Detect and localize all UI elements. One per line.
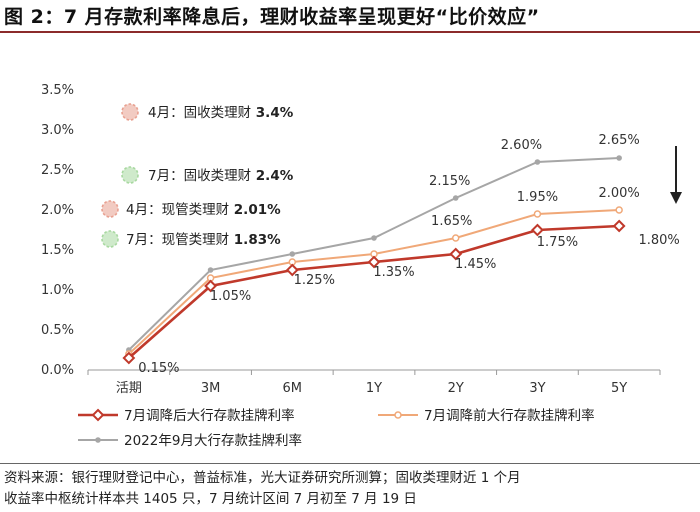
x-tick-label: 活期 xyxy=(116,381,142,396)
data-label: 2.00% xyxy=(598,186,639,201)
x-tick-label: 6M xyxy=(283,381,303,396)
series-point xyxy=(207,267,214,273)
annotation-category: 现管类理财 xyxy=(162,232,230,248)
series-point xyxy=(452,195,459,201)
annotation-value: 2.4% xyxy=(251,168,294,184)
series-point xyxy=(371,235,377,241)
y-tick-label: 2.0% xyxy=(41,203,74,218)
annotation-value: 3.4% xyxy=(251,105,294,121)
series-point xyxy=(533,210,542,218)
source-line-2: 收益率中枢统计样本共 1405 只，7 月统计区间 7 月初至 7 月 19 日 xyxy=(4,491,417,507)
annotation-month: 4月： xyxy=(126,202,162,218)
series-point xyxy=(451,234,460,242)
series-point xyxy=(204,279,217,293)
annotation-category: 固收类理财 xyxy=(184,105,252,121)
annotation-value: 1.83% xyxy=(229,232,281,248)
annotation-marker xyxy=(121,103,139,121)
y-tick-label: 2.5% xyxy=(41,163,74,178)
data-label: 1.45% xyxy=(455,257,496,272)
series-point xyxy=(122,351,136,365)
y-tick-label: 3.5% xyxy=(41,83,74,98)
annotation-label: 4月：现管类理财 2.01% xyxy=(126,202,281,218)
data-label: 1.05% xyxy=(210,289,251,304)
series-point xyxy=(615,206,623,214)
decline-arrow-head xyxy=(670,192,682,204)
x-tick-label: 5Y xyxy=(611,381,627,396)
data-label: 1.80% xyxy=(638,233,679,248)
annotation-label: 7月：现管类理财 1.83% xyxy=(126,232,281,248)
legend-swatch-marker xyxy=(91,408,105,422)
source-note: 资料来源：银行理财登记中心，普益标准，光大证券研究所测算；固收类理财近 1 个月… xyxy=(4,468,696,510)
rate-chart: 0.0% 0.5% 1.0% 1.5% 2.0% 2.5% 3.0% 3.5% 活期 3M 6M 1Y… xyxy=(41,83,682,449)
series-point xyxy=(612,219,626,233)
series-point xyxy=(534,159,541,165)
data-label: 2.65% xyxy=(598,133,639,148)
data-label: 1.25% xyxy=(294,273,335,288)
data-label: 0.15% xyxy=(138,361,179,376)
annotation-category: 固收类理财 xyxy=(184,168,252,184)
figure-title: 图 2：7 月存款利率降息后，理财收益率呈现更好“比价效应” xyxy=(4,6,540,28)
legend-swatch-marker xyxy=(394,411,402,419)
data-label: 2.15% xyxy=(429,174,470,189)
y-tick-label: 0.0% xyxy=(41,363,74,378)
annotation-marker xyxy=(101,230,119,248)
data-label: 1.35% xyxy=(373,265,414,280)
x-tick-label: 2Y xyxy=(448,381,464,396)
annotation-month: 7月： xyxy=(148,168,184,184)
annotation-month: 4月： xyxy=(148,105,184,121)
x-tick-label: 3M xyxy=(201,381,221,396)
title-rule xyxy=(0,31,700,33)
y-tick-label: 1.5% xyxy=(41,243,74,258)
source-rule xyxy=(0,463,700,464)
legend-label: 7月调降前大行存款挂牌利率 xyxy=(424,407,595,424)
data-label: 1.75% xyxy=(537,235,578,250)
data-label: 1.95% xyxy=(517,190,558,205)
series-point xyxy=(449,247,463,261)
series-point xyxy=(616,155,622,161)
series-point xyxy=(289,251,296,257)
y-tick-label: 1.0% xyxy=(41,283,74,298)
annotation-category: 现管类理财 xyxy=(162,202,230,218)
y-tick-label: 0.5% xyxy=(41,323,74,338)
legend-swatch-marker xyxy=(95,437,101,443)
x-tick-label: 3Y xyxy=(529,381,545,396)
annotation-month: 7月： xyxy=(126,232,162,248)
series-point xyxy=(285,263,299,277)
y-tick-label: 3.0% xyxy=(41,123,74,138)
legend-label: 7月调降后大行存款挂牌利率 xyxy=(124,407,295,424)
legend-label: 2022年9月大行存款挂牌利率 xyxy=(124,432,302,449)
annotation-label: 7月：固收类理财 2.4% xyxy=(148,168,294,184)
annotation-marker xyxy=(121,166,139,184)
annotation-marker xyxy=(101,200,119,218)
series-point xyxy=(531,223,544,237)
annotation-label: 4月：固收类理财 3.4% xyxy=(148,105,294,121)
annotation-value: 2.01% xyxy=(229,202,281,218)
series-point xyxy=(367,255,381,269)
source-line-1: 资料来源：银行理财登记中心，普益标准，光大证券研究所测算；固收类理财近 1 个月 xyxy=(4,470,521,486)
data-label: 1.65% xyxy=(431,214,472,229)
data-label: 2.60% xyxy=(501,138,542,153)
x-tick-label: 1Y xyxy=(366,381,382,396)
